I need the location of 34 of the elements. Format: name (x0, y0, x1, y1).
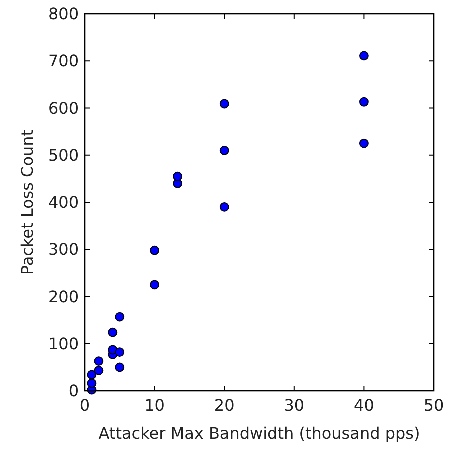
point (360, 51, 369, 61)
point (150, 246, 160, 256)
x-tick-label: 10 (144, 396, 165, 415)
y-tick-label: 500 (48, 146, 79, 165)
point (220, 146, 230, 156)
x-tick-label: 50 (424, 396, 444, 415)
y-tick-label: 400 (48, 193, 79, 212)
y-tick-label: 200 (48, 287, 79, 306)
x-tick-label: 40 (354, 396, 374, 415)
point (115, 362, 125, 372)
y-tick-label: 300 (48, 240, 79, 260)
point (220, 202, 230, 212)
y-axis-title: Packet Loss Count (18, 130, 37, 276)
point (173, 172, 183, 182)
point (150, 280, 160, 290)
point (87, 370, 97, 380)
point (108, 328, 118, 338)
point (94, 366, 104, 376)
x-tick-label: 20 (214, 396, 235, 415)
y-tick-label: 800 (48, 4, 79, 24)
y-tick-label: 600 (48, 98, 79, 118)
point (115, 348, 125, 358)
point (87, 378, 97, 388)
x-tick-label: 0 (80, 396, 90, 415)
point (94, 356, 104, 366)
x-tick-label: 30 (284, 396, 305, 415)
point (360, 138, 369, 148)
x-axis-title: Attacker Max Bandwidth (thousand pps) (98, 424, 420, 443)
point (220, 99, 230, 109)
y-tick-label: 700 (48, 52, 79, 71)
point (360, 97, 369, 107)
y-tick-label: 0 (68, 382, 79, 401)
y-tick-label: 100 (48, 334, 79, 354)
point (115, 312, 125, 322)
